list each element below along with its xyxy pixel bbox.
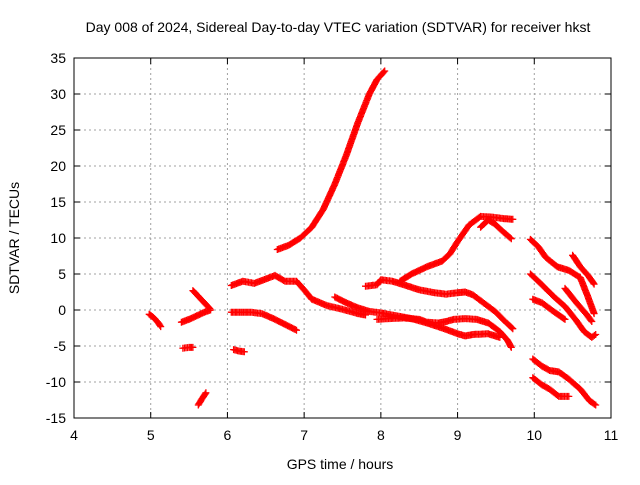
data-point — [592, 331, 600, 338]
series-t20 — [569, 251, 598, 288]
x-tick-label: 4 — [70, 427, 78, 443]
y-axis-label: SDTVAR / TECUs — [6, 182, 22, 294]
series-t7 — [227, 308, 300, 334]
x-tick-label: 5 — [147, 427, 155, 443]
series-t16 — [526, 270, 600, 341]
series-t17 — [529, 355, 600, 409]
series-t5 — [194, 389, 210, 409]
data-point — [205, 304, 213, 312]
x-tick-label: 9 — [454, 427, 462, 443]
data-point — [506, 234, 514, 242]
data-point — [590, 280, 598, 288]
data-point — [508, 324, 516, 332]
series-t14 — [477, 216, 515, 243]
data-point — [507, 343, 515, 351]
data-point — [202, 389, 210, 397]
series-t19 — [529, 295, 569, 323]
y-tick-label: 10 — [50, 230, 66, 246]
y-tick-label: 30 — [50, 86, 66, 102]
data-point — [509, 215, 517, 223]
series-t21 — [561, 284, 596, 325]
y-tick-label: 20 — [50, 158, 66, 174]
series-t6 — [230, 346, 248, 356]
y-tick-label: 25 — [50, 122, 66, 138]
data-point — [590, 331, 598, 339]
x-tick-label: 7 — [300, 427, 308, 443]
series-t18 — [529, 374, 573, 400]
data-point — [291, 326, 299, 333]
y-tick-label: 35 — [50, 50, 66, 66]
series-t12 — [373, 314, 515, 351]
y-tick-label: -5 — [54, 338, 67, 354]
data-point — [507, 342, 515, 350]
series-t3 — [189, 287, 214, 313]
data-point — [560, 315, 568, 323]
data-point — [590, 400, 598, 408]
y-tick-label: -10 — [46, 374, 66, 390]
y-tick-label: 15 — [50, 194, 66, 210]
x-tick-label: 10 — [526, 427, 542, 443]
data-point — [381, 67, 389, 75]
data-point — [587, 316, 595, 324]
data-point — [507, 235, 515, 243]
data-point — [201, 390, 209, 398]
data-point — [589, 279, 597, 287]
data-point — [189, 343, 197, 351]
data-point — [380, 68, 388, 76]
series-t13 — [396, 212, 517, 285]
series-t1 — [145, 310, 165, 331]
axis-ticks: 4 5 6 7 8 9 10 11 -15 -10 -5 0 5 10 15 20 25 30 35 — [46, 50, 619, 443]
data-point — [561, 315, 569, 323]
x-tick-label: 8 — [377, 427, 385, 443]
series-t2 — [177, 306, 215, 326]
data-point — [590, 310, 598, 318]
series-t15 — [526, 235, 598, 318]
data-point — [293, 326, 300, 334]
data-point — [592, 401, 600, 409]
y-tick-label: -15 — [46, 410, 66, 426]
data-point — [206, 305, 214, 313]
series-t9 — [273, 67, 389, 253]
x-tick-label: 11 — [604, 427, 619, 443]
series-t4 — [179, 343, 197, 352]
x-axis-label: GPS time / hours — [287, 456, 394, 472]
data-point — [157, 323, 165, 331]
data-markers — [145, 67, 600, 409]
data-point — [588, 318, 596, 325]
chart-title: Day 008 of 2024, Sidereal Day-to-day VTE… — [86, 19, 591, 35]
data-point — [565, 392, 573, 400]
x-tick-label: 6 — [224, 427, 232, 443]
series-t8 — [227, 271, 369, 319]
y-tick-label: 0 — [58, 302, 66, 318]
data-point — [509, 325, 517, 333]
y-tick-label: 5 — [58, 266, 66, 282]
data-point — [240, 348, 248, 356]
data-point — [156, 321, 164, 329]
